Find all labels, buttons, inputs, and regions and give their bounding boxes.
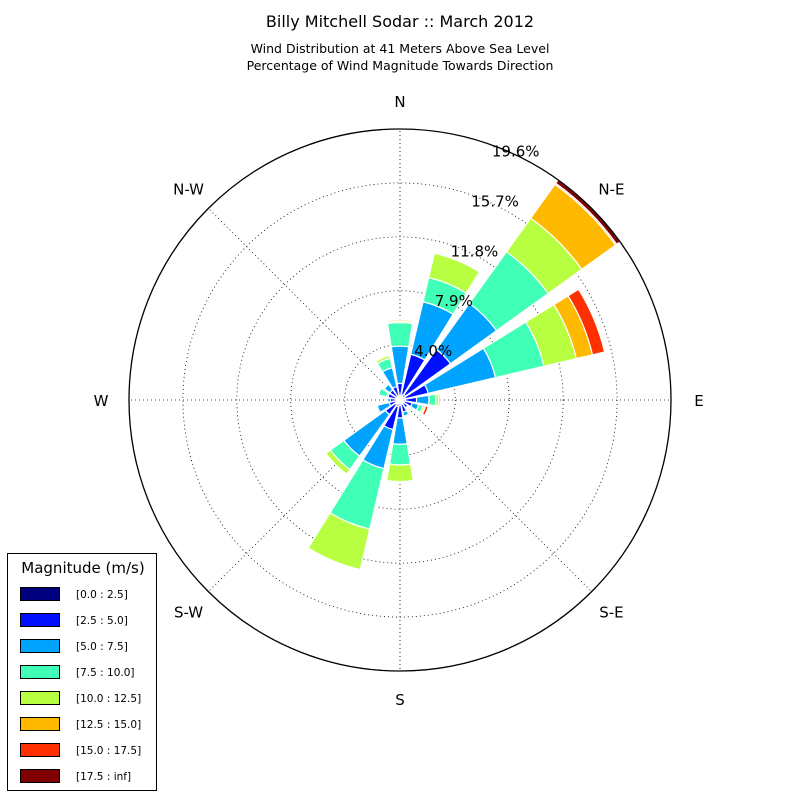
wind-bar-segment <box>415 394 430 406</box>
grid-circle <box>236 236 564 564</box>
radial-tick-label: 7.9% <box>435 292 473 310</box>
chart-subtitle-line2: Percentage of Wind Magnitude Towards Dir… <box>246 58 554 73</box>
legend-title: Magnitude (m/s) <box>21 559 145 577</box>
wind-bar-segment <box>386 319 414 323</box>
wind-bar-segment <box>406 406 413 413</box>
legend-swatch <box>20 743 60 757</box>
legend-label: [5.0 : 7.5] <box>76 641 128 653</box>
direction-label-n: N <box>394 93 405 111</box>
legend-label: [12.5 : 15.0] <box>76 719 142 731</box>
wind-bar-segment <box>325 449 351 475</box>
grid-spoke <box>208 208 401 401</box>
legend-swatch <box>20 665 60 679</box>
wind-bar-segment <box>382 382 390 390</box>
wind-bar-segment <box>377 387 390 398</box>
direction-label-w: W <box>94 392 109 410</box>
direction-label-s: S <box>395 691 405 709</box>
legend-label: [10.0 : 12.5] <box>76 693 142 705</box>
legend-swatch <box>20 769 60 783</box>
wind-bar-segment <box>375 404 381 414</box>
radial-tick-label: 11.8% <box>451 242 499 260</box>
wind-bar-segment <box>421 405 429 417</box>
legend-swatch <box>20 613 60 627</box>
chart-title: Billy Mitchell Sodar :: March 2012 <box>265 12 535 31</box>
legend: Magnitude (m/s) [0.0 : 2.5] [2.5 : 5.0] [5… <box>7 553 157 791</box>
legend-swatch <box>20 639 60 653</box>
legend-label: [7.5 : 10.0] <box>76 667 135 679</box>
legend-swatch <box>20 587 60 601</box>
legend-label: [2.5 : 5.0] <box>76 615 128 627</box>
legend-label: [17.5 : inf] <box>76 771 132 783</box>
wind-bar-segment <box>307 511 371 571</box>
wind-bar-segment <box>386 463 414 483</box>
grid-circle <box>182 182 618 618</box>
wind-bar-segment <box>385 397 389 403</box>
grid-spoke <box>399 399 592 592</box>
wind-bar-segment <box>567 288 606 356</box>
radial-tick-label: 4.0% <box>414 342 452 360</box>
radial-tick-label: 15.7% <box>471 192 519 210</box>
wind-bar-segment <box>386 321 414 348</box>
direction-label-s-e: S-E <box>599 603 623 621</box>
wind-bar-segment <box>428 252 481 294</box>
wind-bar-segment <box>427 393 437 407</box>
wind-bar-segment <box>375 354 391 365</box>
direction-label-n-w: N-W <box>173 181 204 199</box>
chart-subtitle-line1: Wind Distribution at 41 Meters Above Sea… <box>250 41 550 56</box>
direction-label-e: E <box>694 392 703 410</box>
wind-bar-segment <box>403 414 411 419</box>
direction-label-n-e: N-E <box>598 181 624 199</box>
legend-label: [15.0 : 17.5] <box>76 745 142 757</box>
wind-bar-segment <box>437 392 441 408</box>
direction-label-s-w: S-W <box>174 603 203 621</box>
wind-bar-segment <box>388 442 412 466</box>
outer-circle <box>128 128 672 672</box>
legend-label: [0.0 : 2.5] <box>76 589 128 601</box>
radial-tick-label: 19.6% <box>492 143 540 161</box>
legend-swatch <box>20 691 60 705</box>
legend-swatch <box>20 717 60 731</box>
